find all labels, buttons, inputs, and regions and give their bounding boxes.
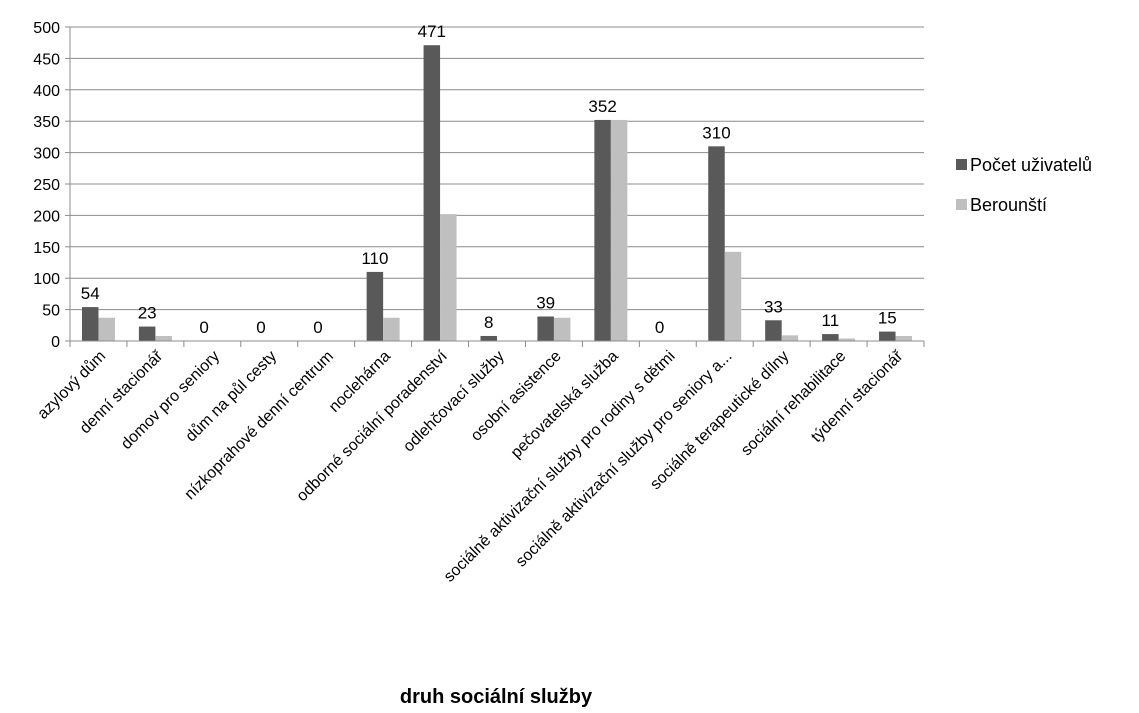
bar-berounsti (781, 335, 799, 341)
x-category-label: odlehčovací služby (400, 348, 508, 456)
y-tick-label: 250 (33, 177, 60, 194)
y-tick-labels: 0 50 100 150 200 250 300 350 400 450 500 (33, 20, 60, 351)
data-label: 0 (655, 318, 664, 337)
bar-pocet-uzivatelu (366, 271, 384, 341)
data-label: 0 (313, 318, 322, 337)
y-tick-label: 200 (33, 208, 60, 225)
axes (65, 26, 925, 347)
y-tick-label: 500 (33, 20, 60, 37)
y-tick-label: 0 (51, 334, 60, 351)
bar-pocet-uzivatelu (423, 45, 441, 341)
data-label: 23 (138, 304, 157, 323)
data-label: 11 (822, 311, 840, 330)
y-tick-label: 300 (33, 146, 60, 163)
legend-swatch (956, 159, 967, 170)
y-tick-label: 50 (42, 303, 60, 320)
legend-label: Berounští (970, 195, 1047, 215)
data-label: 33 (764, 297, 783, 316)
data-label: 8 (484, 313, 493, 332)
y-tick-label: 150 (33, 240, 60, 257)
legend: Počet uživatelů Berounští (956, 155, 1092, 215)
bar-pocet-uzivatelu (138, 326, 156, 341)
bar-pocet-uzivatelu (594, 119, 611, 341)
bar-berounsti (895, 335, 913, 341)
bar-berounsti (838, 338, 856, 341)
data-label: 352 (588, 97, 616, 116)
bar-berounsti (440, 214, 457, 341)
data-labels: 54 23 0 0 0 110 471 8 39 352 0 310 33 11 15 (81, 22, 897, 337)
bar-berounsti (553, 317, 571, 341)
data-label: 0 (199, 318, 208, 337)
bar-berounsti (155, 335, 172, 341)
y-tick-label: 350 (33, 114, 60, 131)
x-category-label: pečovatelská služba (508, 348, 622, 462)
grid-lines (70, 26, 924, 311)
bar-pocet-uzivatelu (822, 334, 839, 341)
data-label: 15 (878, 309, 897, 328)
bar-pocet-uzivatelu (708, 146, 725, 341)
legend-swatch (956, 199, 967, 210)
data-label: 39 (536, 294, 555, 313)
bar-berounsti (98, 317, 115, 341)
x-category-label: domov pro seniory (118, 348, 223, 453)
data-label: 54 (81, 284, 100, 303)
bar-pocet-uzivatelu (765, 320, 782, 341)
bar-pocet-uzivatelu (81, 307, 99, 341)
y-tick-label: 100 (33, 271, 60, 288)
x-axis-title: druh sociální služby (400, 686, 593, 708)
y-tick-label: 400 (33, 83, 60, 100)
data-label: 110 (361, 249, 388, 268)
bar-pocet-uzivatelu (879, 331, 896, 341)
bar-berounsti (724, 251, 742, 341)
y-tick-label: 450 (33, 51, 60, 68)
data-label: 471 (418, 22, 446, 41)
bar-berounsti (383, 317, 400, 341)
bars (81, 45, 913, 341)
data-label: 310 (702, 123, 730, 142)
x-category-label: sociálně aktivizační služby pro seniory … (513, 348, 736, 571)
bar-pocet-uzivatelu (480, 335, 497, 341)
bar-pocet-uzivatelu (537, 316, 554, 341)
data-label: 0 (256, 318, 265, 337)
legend-label: Počet uživatelů (970, 155, 1092, 175)
x-category-label: sociální rehabilitace (738, 348, 849, 459)
bar-berounsti (610, 119, 628, 341)
